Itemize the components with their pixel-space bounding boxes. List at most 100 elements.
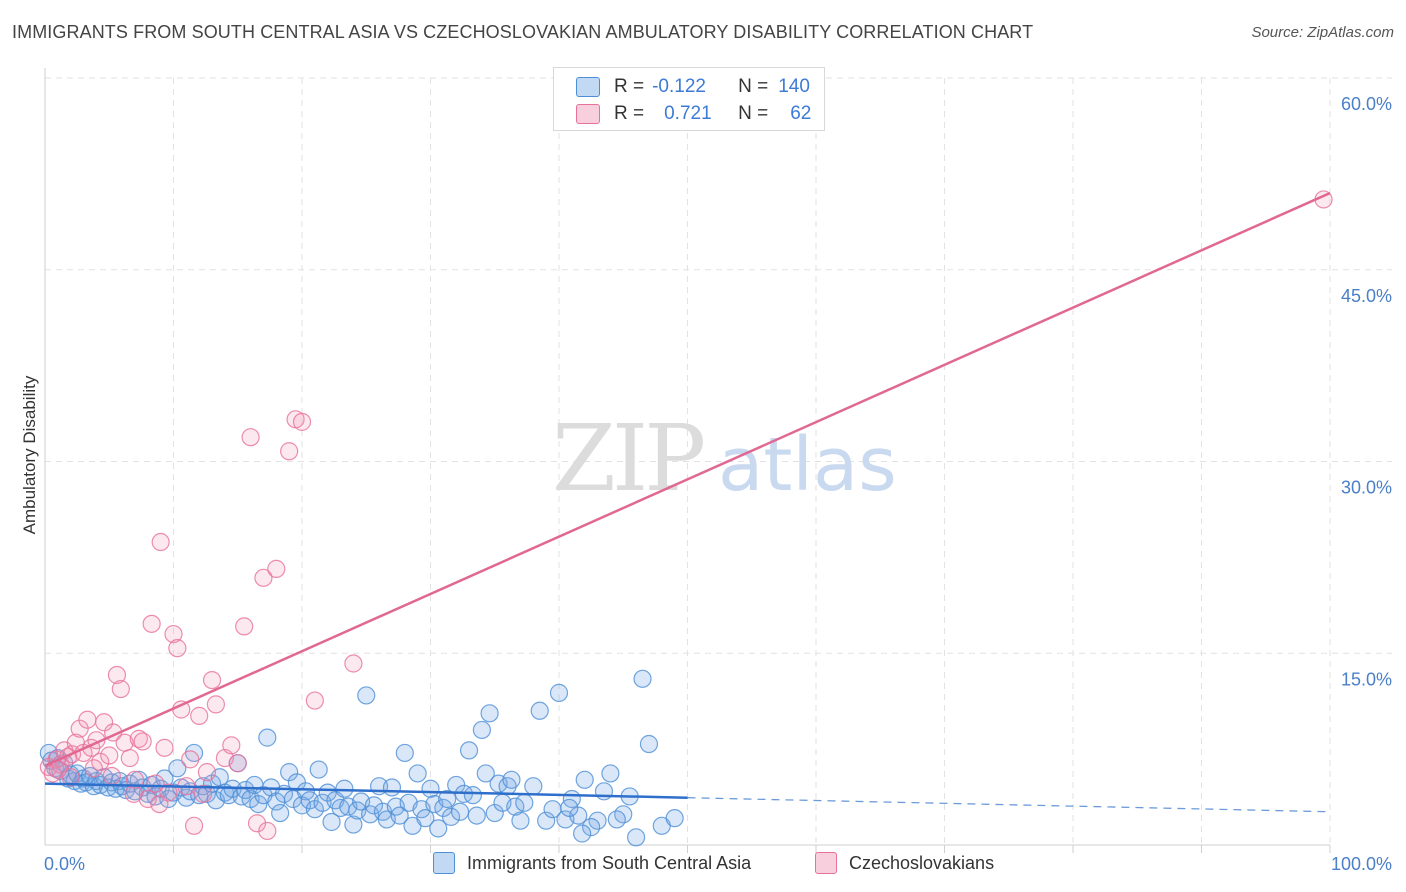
trend-line-czechoslovakians — [44, 191, 1331, 767]
data-point-czechoslovakians — [184, 816, 204, 835]
data-point-immigrants — [249, 794, 268, 814]
data-point-czechoslovakians — [267, 559, 286, 578]
data-point-czechoslovakians — [190, 706, 209, 725]
axes — [44, 68, 1331, 853]
series-czechoslovakians-points — [39, 190, 1333, 841]
data-point-immigrants — [601, 764, 620, 783]
data-point-immigrants — [421, 779, 440, 798]
data-point-czechoslovakians — [111, 679, 130, 699]
data-point-immigrants — [450, 802, 470, 821]
data-point-immigrants — [633, 669, 652, 688]
y-tick-label: 15.0% — [1341, 669, 1392, 689]
data-point-czechoslovakians — [95, 713, 114, 732]
data-point-czechoslovakians — [107, 665, 127, 685]
grid-lines — [45, 77, 1392, 845]
data-point-czechoslovakians — [133, 732, 152, 751]
data-point-immigrants — [480, 704, 499, 723]
data-point-czechoslovakians — [305, 691, 324, 710]
data-point-immigrants — [530, 701, 549, 720]
data-point-czechoslovakians — [222, 736, 241, 755]
data-point-immigrants — [506, 797, 525, 816]
data-point-czechoslovakians — [146, 774, 165, 793]
data-point-czechoslovakians — [155, 738, 174, 757]
data-point-czechoslovakians — [124, 784, 143, 803]
data-point-immigrants — [258, 728, 277, 747]
data-point-immigrants — [463, 786, 483, 805]
data-point-czechoslovakians — [254, 568, 273, 587]
legend-n-label: N = — [738, 103, 769, 124]
data-point-czechoslovakians — [206, 695, 226, 714]
data-point-immigrants — [502, 770, 521, 789]
legend-r-value: 0.721 — [664, 103, 712, 124]
legend-n-label: N = — [738, 76, 769, 97]
legend-row-immigrants: R = -0.122 N = 140 — [576, 75, 810, 99]
data-point-czechoslovakians — [151, 532, 170, 552]
data-point-immigrants — [467, 806, 486, 825]
legend-n-value: 140 — [778, 76, 810, 97]
y-tick-label: 30.0% — [1341, 478, 1392, 498]
data-point-immigrants — [575, 770, 594, 789]
data-point-immigrants — [560, 798, 579, 818]
data-point-immigrants — [364, 796, 384, 815]
chart-title: IMMIGRANTS FROM SOUTH CENTRAL ASIA VS CZ… — [12, 22, 1034, 42]
watermark-zip: ZIP — [552, 405, 703, 512]
legend-r-label: R = — [614, 103, 645, 124]
data-point-immigrants — [322, 812, 341, 832]
legend-label: Czechoslovakians — [849, 852, 995, 873]
source-label: Source: ZipAtlas.com — [1251, 24, 1394, 41]
data-point-czechoslovakians — [280, 442, 299, 461]
data-point-immigrants — [607, 810, 626, 829]
data-point-czechoslovakians — [292, 412, 312, 431]
data-point-immigrants — [626, 828, 646, 847]
data-point-immigrants — [524, 777, 543, 796]
y-tick-label: 60.0% — [1341, 94, 1392, 114]
data-point-immigrants — [485, 803, 504, 823]
data-point-immigrants — [395, 743, 414, 763]
data-point-czechoslovakians — [168, 639, 187, 658]
data-point-czechoslovakians — [78, 710, 97, 729]
data-point-immigrants — [416, 809, 435, 828]
legend-r-label: R = — [614, 76, 645, 97]
x-tick-label: 100.0% — [1331, 854, 1392, 874]
data-point-immigrants — [537, 811, 556, 830]
y-tick-label: 45.0% — [1341, 286, 1392, 306]
data-point-immigrants — [438, 789, 457, 809]
data-point-czechoslovakians — [100, 746, 119, 765]
trend-line-immigrants — [44, 782, 688, 799]
stats-legend: R = -0.122 N = 140 R = 0.721 N = 62 — [553, 67, 825, 131]
data-point-immigrants — [459, 741, 479, 760]
data-point-czechoslovakians — [247, 814, 267, 833]
legend-item-immigrants: Immigrants from South Central Asia — [433, 852, 751, 874]
data-point-czechoslovakians — [193, 784, 213, 803]
data-point-czechoslovakians — [202, 670, 222, 690]
data-point-czechoslovakians — [84, 759, 103, 778]
legend-swatch-pink — [576, 104, 600, 124]
data-point-immigrants — [271, 803, 290, 823]
data-point-immigrants — [357, 686, 376, 705]
data-point-immigrants — [408, 764, 427, 783]
data-point-czechoslovakians — [241, 428, 260, 447]
data-point-czechoslovakians — [164, 624, 183, 644]
data-point-czechoslovakians — [197, 763, 217, 782]
data-point-immigrants — [84, 777, 103, 796]
data-point-immigrants — [472, 720, 491, 740]
data-point-czechoslovakians — [120, 748, 139, 768]
data-point-immigrants — [476, 764, 495, 783]
data-point-czechoslovakians — [102, 766, 121, 786]
x-tick-label: 0.0% — [44, 854, 85, 874]
data-point-immigrants — [665, 809, 684, 828]
data-point-czechoslovakians — [344, 654, 363, 673]
data-point-immigrants — [511, 811, 530, 830]
legend-swatch-blue — [576, 77, 600, 97]
data-point-immigrants — [594, 782, 614, 801]
data-point-immigrants — [573, 824, 592, 843]
data-point-immigrants — [197, 784, 217, 803]
legend-swatch-pink — [815, 852, 837, 874]
trend-lines — [44, 191, 1331, 813]
trend-line-immigrants-extension — [687, 797, 1331, 813]
data-point-czechoslovakians — [228, 754, 247, 773]
data-point-immigrants — [296, 782, 315, 801]
data-point-immigrants — [280, 763, 299, 782]
data-point-immigrants — [429, 819, 448, 838]
data-point-immigrants — [335, 779, 354, 798]
